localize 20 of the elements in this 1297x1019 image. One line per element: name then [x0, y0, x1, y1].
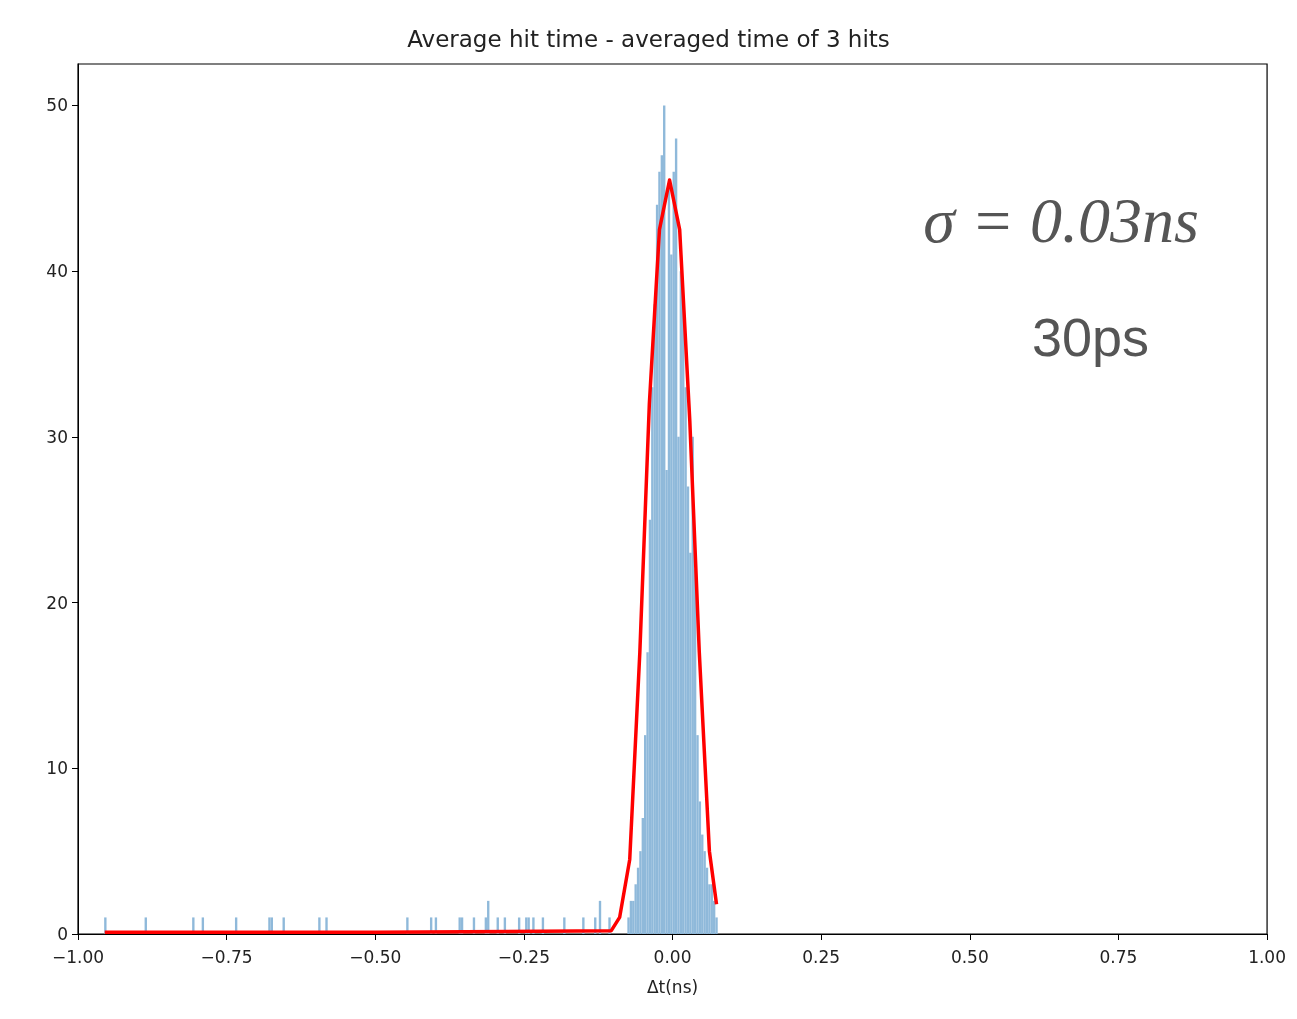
x-tick-label: −0.50 [349, 946, 402, 967]
y-tick-label: 50 [46, 95, 68, 116]
y-tick-label: 30 [46, 426, 68, 447]
x-tick-label: −1.00 [51, 946, 105, 967]
x-tick-label: 0.25 [802, 946, 841, 967]
y-tick-label: 10 [46, 758, 68, 779]
x-tick-label: 0.50 [950, 946, 989, 967]
x-axis-title: Δt(ns) [646, 976, 699, 997]
x-tick-label: −0.25 [497, 946, 550, 967]
line-series [103, 178, 719, 935]
x-tick-label: −0.75 [200, 946, 253, 967]
annotation: 30ps [1031, 307, 1150, 367]
y-tick-label: 0 [57, 924, 68, 944]
y-tick-label: 20 [46, 592, 68, 613]
annotation: σ = 0.03ns [923, 184, 1199, 256]
y-tick-label: 40 [46, 261, 68, 282]
x-tick-label: 1.00 [1248, 946, 1286, 967]
x-tick-label: 0.75 [1099, 946, 1138, 967]
chart-title: Average hit time - averaged time of 3 hits [407, 25, 890, 52]
x-tick-label: 0.00 [653, 946, 692, 967]
